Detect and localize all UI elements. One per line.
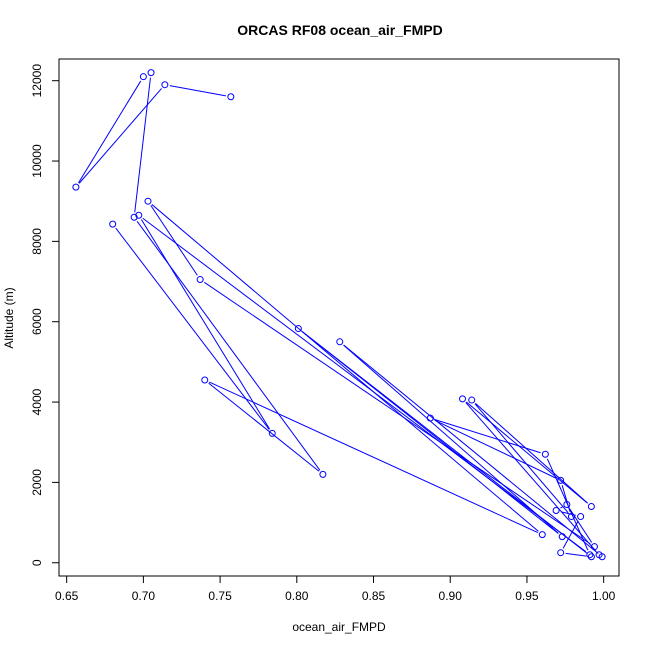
series-line-segment: [343, 344, 599, 554]
series-line-segment: [134, 77, 151, 213]
data-point: [541, 450, 549, 458]
data-point: [567, 513, 575, 521]
series-line-segment: [474, 403, 569, 514]
series-line-segment: [204, 281, 591, 545]
chart-title: ORCAS RF08 ocean_air_FMPD: [237, 22, 442, 38]
data-point: [109, 220, 117, 228]
y-axis: 0 2000 4000 6000 8000 10000 12000: [30, 64, 59, 566]
series-line-segment: [434, 419, 541, 454]
x-tick-label: 0.80: [285, 589, 309, 603]
x-tick-label: 1.00: [592, 589, 616, 603]
plot-frame: [58, 58, 620, 577]
series-layer: [72, 69, 606, 561]
data-point: [294, 325, 302, 333]
series-line-segment: [115, 227, 270, 430]
x-tick-label: 0.75: [208, 589, 232, 603]
series-line-segment: [208, 382, 320, 472]
series-line-segment: [301, 331, 559, 534]
series-line-segment: [140, 219, 271, 430]
data-point: [552, 507, 560, 515]
data-point: [587, 503, 595, 511]
data-point: [459, 395, 467, 403]
series-line-segment: [150, 205, 198, 276]
x-tick-label: 0.85: [362, 589, 386, 603]
series-line-segment: [475, 403, 588, 504]
y-tick-label: 6000: [30, 308, 44, 335]
data-point: [595, 551, 603, 559]
data-point: [563, 500, 571, 508]
data-point: [268, 429, 276, 437]
data-point: [319, 470, 327, 478]
y-tick-label: 4000: [30, 388, 44, 415]
series-line-segment: [465, 402, 597, 552]
x-tick-label: 0.65: [55, 589, 79, 603]
series-line-segment: [560, 511, 576, 516]
y-tick-label: 2000: [30, 469, 44, 496]
y-tick-label: 12000: [30, 64, 44, 98]
y-tick-label: 8000: [30, 228, 44, 255]
series-line-segment: [434, 419, 557, 479]
data-point: [196, 276, 204, 284]
data-point: [139, 73, 147, 81]
x-tick-label: 0.95: [515, 589, 539, 603]
series-line-segment: [466, 401, 588, 504]
data-point: [538, 531, 546, 539]
x-axis-label: ocean_air_FMPD: [292, 620, 386, 634]
data-point: [161, 81, 169, 89]
y-tick-label: 0: [30, 559, 44, 566]
series-line-segment: [151, 204, 539, 532]
data-point: [557, 549, 565, 557]
series-line-segment: [78, 88, 162, 184]
data-point: [426, 414, 434, 422]
series-line-segment: [565, 552, 587, 557]
series-line-segment: [546, 458, 589, 551]
series-line-segment: [343, 344, 559, 534]
data-point: [144, 197, 152, 205]
x-tick-label: 0.90: [439, 589, 463, 603]
x-tick-label: 0.70: [132, 589, 156, 603]
y-axis-label: Altitude (m): [2, 287, 16, 348]
data-point: [590, 543, 598, 551]
data-point: [336, 338, 344, 346]
data-point: [587, 553, 595, 561]
data-point: [558, 533, 566, 541]
series-line-segment: [78, 80, 142, 184]
data-point: [577, 513, 585, 521]
series-line-segment: [142, 217, 587, 553]
data-point: [557, 476, 565, 484]
series-line-segment: [169, 85, 227, 97]
series-line-segment: [136, 221, 321, 471]
data-point: [130, 213, 138, 221]
series-line-segment: [562, 520, 579, 549]
data-point: [468, 396, 476, 404]
x-axis: 0.65 0.70 0.75 0.80 0.85 0.90 0.95 1.00: [55, 576, 616, 603]
data-point: [135, 211, 143, 219]
y-tick-label: 10000: [30, 144, 44, 178]
data-point: [72, 183, 80, 191]
series-line-segment: [209, 381, 538, 533]
data-point: [227, 93, 235, 101]
data-point: [201, 376, 209, 384]
data-point: [586, 551, 594, 559]
series-line-segment: [560, 506, 563, 509]
data-point: [147, 69, 155, 77]
